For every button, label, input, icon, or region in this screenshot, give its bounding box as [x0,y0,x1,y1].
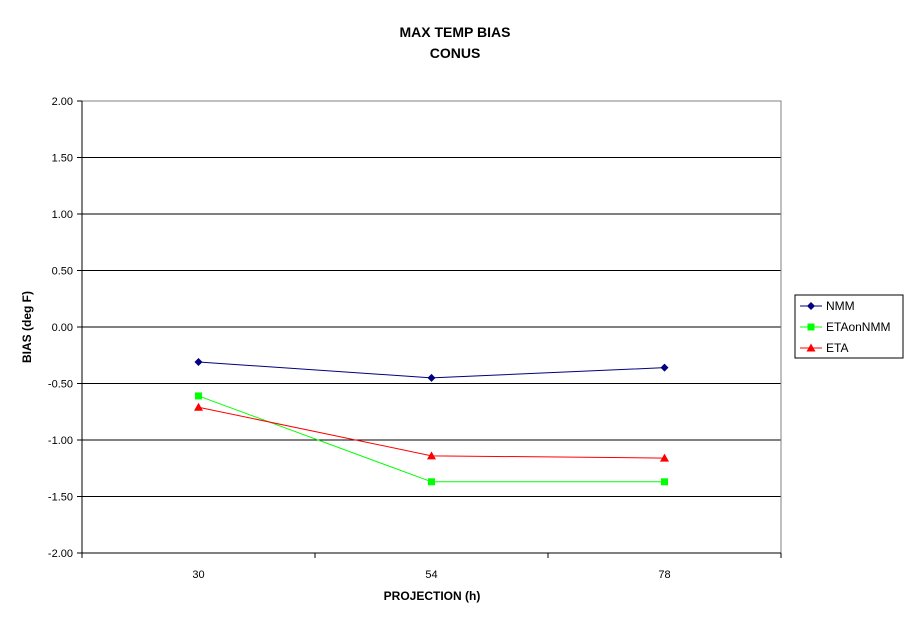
y-tick-label: -1.50 [48,492,73,504]
data-point [428,478,435,486]
y-tick-label: -1.00 [48,435,73,447]
legend-marker [807,323,815,331]
x-tick-label: 78 [658,569,670,581]
y-tick-label: 2.00 [52,96,73,108]
x-tick-label: 30 [192,569,204,581]
x-axis: 30 54 78 [81,552,782,581]
y-tick-label: -0.50 [48,379,73,391]
y-tick-label: 0.00 [52,322,73,334]
x-tick-label: 54 [425,569,437,581]
y-tick-label: 1.00 [52,209,73,221]
data-point [661,478,668,486]
legend-label: ETA [826,341,848,355]
data-point [660,453,669,462]
y-tick-label: 1.50 [52,153,73,165]
chart-subtitle: CONUS [430,45,481,61]
data-point [194,402,203,411]
legend-marker [807,302,815,310]
series-nmm [194,358,669,382]
chart-title: MAX TEMP BIAS [400,24,511,40]
grid [82,157,781,497]
data-point [427,451,436,460]
legend-label: NMM [826,299,855,313]
data-point [427,373,436,382]
data-point [194,358,203,367]
series-line [198,395,665,483]
legend-label: ETAonNMM [826,320,890,334]
legend: NMM ETAonNMM ETA [794,294,904,359]
y-tick-label: 0.50 [52,266,73,278]
data-point [195,392,202,400]
legend-marker [806,343,816,352]
y-axis-label: BIAS (deg F) [20,291,34,363]
series-line [198,406,665,459]
data-point [660,363,669,372]
series-eta [194,402,669,462]
y-tick-label: -2.00 [48,548,73,560]
x-axis-label: PROJECTION (h) [384,589,481,603]
series [194,358,669,486]
y-axis: 2.00 1.50 1.00 0.50 0.00 -0.50 -1.00 -1.50 -2.00 [48,96,83,560]
series-etaonnmm [195,392,668,486]
